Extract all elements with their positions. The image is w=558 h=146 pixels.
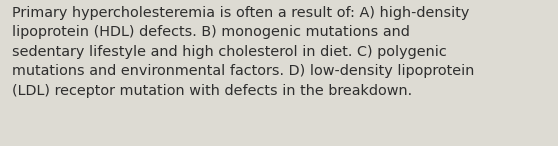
- Text: Primary hypercholesteremia is often a result of: A) high-density
lipoprotein (HD: Primary hypercholesteremia is often a re…: [12, 6, 475, 98]
